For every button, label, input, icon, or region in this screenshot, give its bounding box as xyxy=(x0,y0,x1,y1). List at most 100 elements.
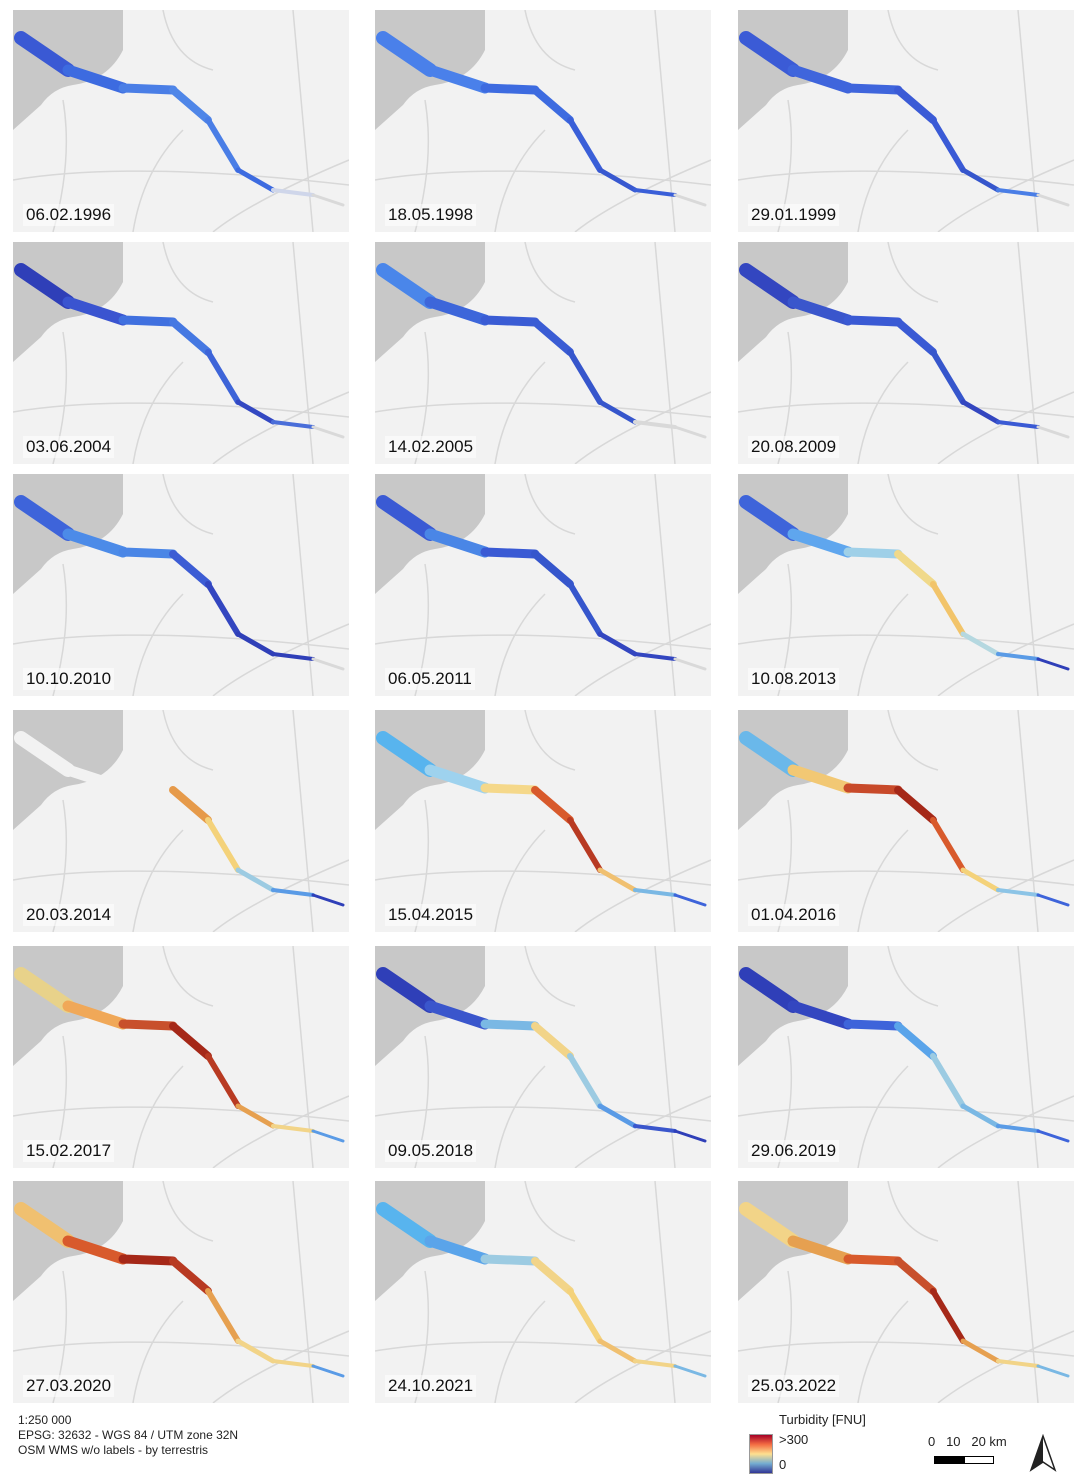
river-segment xyxy=(843,83,903,95)
river-segment xyxy=(205,349,241,405)
river-segment xyxy=(1036,193,1070,207)
river-segment xyxy=(597,167,638,193)
map-panel-svg xyxy=(13,1181,349,1403)
river-segment xyxy=(1036,893,1070,907)
map-panel-svg xyxy=(738,710,1074,932)
map-panel-svg xyxy=(13,474,349,696)
road-line xyxy=(574,159,711,232)
road-line xyxy=(738,1106,1074,1122)
river-segment xyxy=(480,1019,540,1031)
river-segment xyxy=(633,188,677,197)
river-segment xyxy=(169,1022,212,1060)
river-segment xyxy=(739,967,800,1013)
panel-date-label: 14.02.2005 xyxy=(385,436,477,458)
river-segment xyxy=(930,1053,966,1109)
panel-date-label: 29.06.2019 xyxy=(748,1140,840,1162)
river-segment xyxy=(169,318,212,356)
road-line xyxy=(654,474,676,696)
road-line xyxy=(937,1330,1074,1403)
map-panel: 09.05.2018 xyxy=(375,946,711,1168)
road-line xyxy=(887,474,939,535)
road-line xyxy=(738,870,1074,886)
river-segment xyxy=(673,657,707,671)
map-panel-svg xyxy=(375,10,711,232)
river-segment xyxy=(118,1254,178,1266)
river-segment xyxy=(62,528,129,558)
river-segment xyxy=(271,420,315,429)
road-line xyxy=(857,1300,909,1403)
map-panel: 15.04.2015 xyxy=(375,710,711,932)
river-segment xyxy=(787,528,854,558)
river-segment xyxy=(597,399,638,425)
river-segment xyxy=(531,1257,574,1295)
river-segment xyxy=(597,1103,638,1129)
road-line xyxy=(887,1181,939,1242)
river-segment xyxy=(996,652,1040,661)
panel-date-label: 01.04.2016 xyxy=(748,904,840,926)
river-segment xyxy=(930,117,966,173)
road-line xyxy=(375,1341,711,1357)
road-line xyxy=(132,1065,184,1168)
river-segment xyxy=(376,731,437,777)
road-line xyxy=(574,859,711,932)
road-line xyxy=(292,1181,314,1403)
road-line xyxy=(524,946,576,1007)
road-line xyxy=(654,946,676,1168)
road-line xyxy=(857,593,909,696)
road-line xyxy=(494,829,546,932)
panel-date-label: 06.02.1996 xyxy=(23,204,115,226)
river-segment xyxy=(169,550,212,588)
road-line xyxy=(524,710,576,771)
road-line xyxy=(857,129,909,232)
river-segment xyxy=(118,783,178,795)
road-line xyxy=(937,1095,1074,1168)
river-segment xyxy=(62,764,129,794)
river-segment xyxy=(311,1129,345,1143)
road-line xyxy=(494,593,546,696)
river-segment xyxy=(480,783,540,795)
road-line xyxy=(887,946,939,1007)
river-segment xyxy=(597,867,638,893)
map-panel: 14.02.2005 xyxy=(375,242,711,464)
river-segment xyxy=(205,117,241,173)
road-line xyxy=(654,1181,676,1403)
river-segment xyxy=(960,1338,1001,1364)
map-panel-svg xyxy=(738,474,1074,696)
river-segment xyxy=(843,315,903,327)
river-segment xyxy=(894,86,937,124)
road-line xyxy=(162,10,214,71)
river-segment xyxy=(271,188,315,197)
river-segment xyxy=(311,425,345,439)
road-line xyxy=(132,829,184,932)
map-scale: 1:250 000 xyxy=(18,1413,72,1427)
map-panel: 20.08.2009 xyxy=(738,242,1074,464)
map-panel: 18.05.1998 xyxy=(375,10,711,232)
map-panel: 10.08.2013 xyxy=(738,474,1074,696)
river-segment xyxy=(787,64,854,94)
river-segment xyxy=(567,349,603,405)
river-segment xyxy=(1036,1129,1070,1143)
road-line xyxy=(292,10,314,232)
map-panel-svg xyxy=(375,242,711,464)
river-segment xyxy=(62,1235,129,1265)
scale-bar-segment-black xyxy=(934,1456,964,1464)
river-segment xyxy=(960,631,1001,657)
river-segment xyxy=(424,764,491,794)
river-segment xyxy=(235,167,276,193)
river-segment xyxy=(235,631,276,657)
road-line xyxy=(375,402,711,418)
road-line xyxy=(887,242,939,303)
river-segment xyxy=(996,1124,1040,1133)
road-line xyxy=(1017,1181,1039,1403)
river-segment xyxy=(205,581,241,637)
river-segment xyxy=(118,315,178,327)
river-segment xyxy=(960,399,1001,425)
road-line xyxy=(524,242,576,303)
river-segment xyxy=(787,764,854,794)
river-segment xyxy=(633,1359,677,1368)
map-panel-svg xyxy=(13,10,349,232)
road-line xyxy=(162,710,214,771)
river-segment xyxy=(894,550,937,588)
legend-title: Turbidity [FNU] xyxy=(779,1412,866,1427)
road-line xyxy=(132,361,184,464)
